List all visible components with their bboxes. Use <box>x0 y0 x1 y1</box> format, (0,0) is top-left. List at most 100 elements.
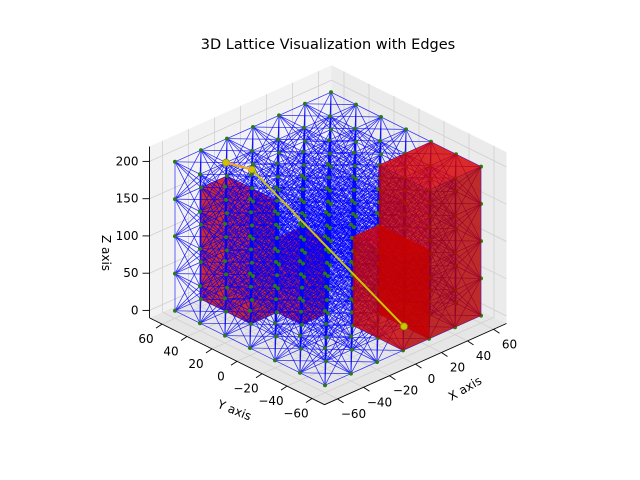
lattice-node <box>301 298 305 303</box>
lattice-edge <box>274 348 302 361</box>
lattice-edge <box>226 212 253 226</box>
lattice-node <box>300 322 304 327</box>
lattice-edge <box>329 253 357 266</box>
grid-line-y <box>311 145 495 399</box>
lattice-edge <box>226 138 253 152</box>
lattice-edge <box>225 262 253 275</box>
lattice-node <box>299 235 303 240</box>
lattice-node <box>326 199 330 204</box>
lattice-edge <box>249 310 302 350</box>
lattice-node <box>223 259 227 264</box>
box-face-front <box>429 166 481 339</box>
lattice-node <box>298 296 302 301</box>
lattice-node <box>299 346 303 351</box>
z-tick-label: 100 <box>116 229 139 243</box>
lattice-edge <box>226 212 254 240</box>
lattice-node <box>277 113 281 118</box>
lattice-edge <box>299 347 326 374</box>
lattice-edge <box>329 240 356 266</box>
lattice-edge <box>200 236 227 263</box>
z-axis-label: Z axis <box>99 235 113 271</box>
lattice-edge <box>299 372 326 386</box>
lattice-node <box>325 298 329 302</box>
lattice-edge <box>251 288 279 301</box>
lattice-edge <box>251 299 278 313</box>
lattice-edge <box>329 115 382 118</box>
lattice-node <box>354 102 358 107</box>
lattice-node <box>173 197 177 202</box>
lattice-edge <box>380 129 407 155</box>
lattice-edge <box>224 335 251 349</box>
y-axis-label: Y axis <box>215 397 254 424</box>
lattice-edge <box>224 310 251 336</box>
lattice-edge <box>277 276 305 289</box>
lattice-edge <box>300 311 327 325</box>
lattice-node <box>299 309 303 314</box>
lattice-edge <box>330 104 357 130</box>
lattice-edge <box>329 216 357 229</box>
lattice-edge <box>354 191 382 204</box>
lattice-node <box>300 248 304 253</box>
lattice-edge <box>226 150 253 177</box>
lattice-edge <box>327 288 354 314</box>
lattice-edge <box>252 201 280 228</box>
lattice-node <box>354 214 358 219</box>
lattice-node <box>173 308 177 313</box>
lattice-edge <box>174 285 201 312</box>
lattice-edge <box>379 140 406 154</box>
lattice-node <box>349 371 353 376</box>
axes-ticks: −60−40−2002040606040200−20−40−6005010015… <box>116 146 517 421</box>
lattice-edge <box>250 298 277 325</box>
lattice-node <box>224 309 228 314</box>
lattice-node <box>324 322 328 326</box>
lattice-node <box>353 201 357 206</box>
lattice-edge <box>278 202 305 228</box>
lattice-edge <box>354 140 381 167</box>
lattice-edge <box>252 126 280 153</box>
lattice-node <box>301 187 305 192</box>
lattice-edge <box>278 177 306 191</box>
lattice-edge <box>174 235 201 250</box>
lattice-edge <box>250 323 277 337</box>
lattice-edge <box>304 115 331 142</box>
lattice-edge <box>252 126 279 140</box>
lattice-edge <box>329 190 382 230</box>
lattice-edge <box>327 275 354 289</box>
lattice-edge <box>302 263 355 302</box>
obstacle-box <box>379 141 481 339</box>
z-tick-label: 0 <box>131 303 139 317</box>
lattice-edge <box>225 150 253 163</box>
lattice-edge <box>249 322 276 349</box>
lattice-edge <box>329 115 382 155</box>
y-tick-label: −20 <box>233 382 258 396</box>
y-tick-label: −40 <box>258 394 283 408</box>
lattice-edge <box>174 211 201 237</box>
lattice-edge <box>174 261 202 274</box>
lattice-node <box>249 284 253 289</box>
lattice-edge <box>330 129 357 143</box>
lattice-edge <box>300 323 327 350</box>
lattice-edge <box>274 322 301 336</box>
lattice-edge <box>252 152 280 165</box>
lattice-node <box>250 149 254 153</box>
y-tick-mark <box>205 348 213 354</box>
lattice-edge <box>326 312 353 338</box>
lattice-node <box>325 223 329 228</box>
lattice-node <box>224 235 228 240</box>
lattice-node <box>198 284 202 288</box>
lattice-edge <box>225 236 252 250</box>
lattice-node <box>303 250 307 255</box>
lattice-node <box>301 261 305 266</box>
lattice-edge <box>200 261 228 288</box>
lattice-node <box>303 139 307 144</box>
lattice-edge <box>251 250 279 264</box>
lattice-edge <box>252 226 280 240</box>
lattice-node <box>225 173 229 178</box>
lattice-edge <box>174 310 201 324</box>
lattice-edge <box>226 250 279 289</box>
lattice-node <box>248 308 252 313</box>
lattice-edge <box>226 238 254 251</box>
lattice-edge <box>225 274 252 288</box>
lattice-node <box>275 273 279 278</box>
lattice-node <box>199 148 203 153</box>
